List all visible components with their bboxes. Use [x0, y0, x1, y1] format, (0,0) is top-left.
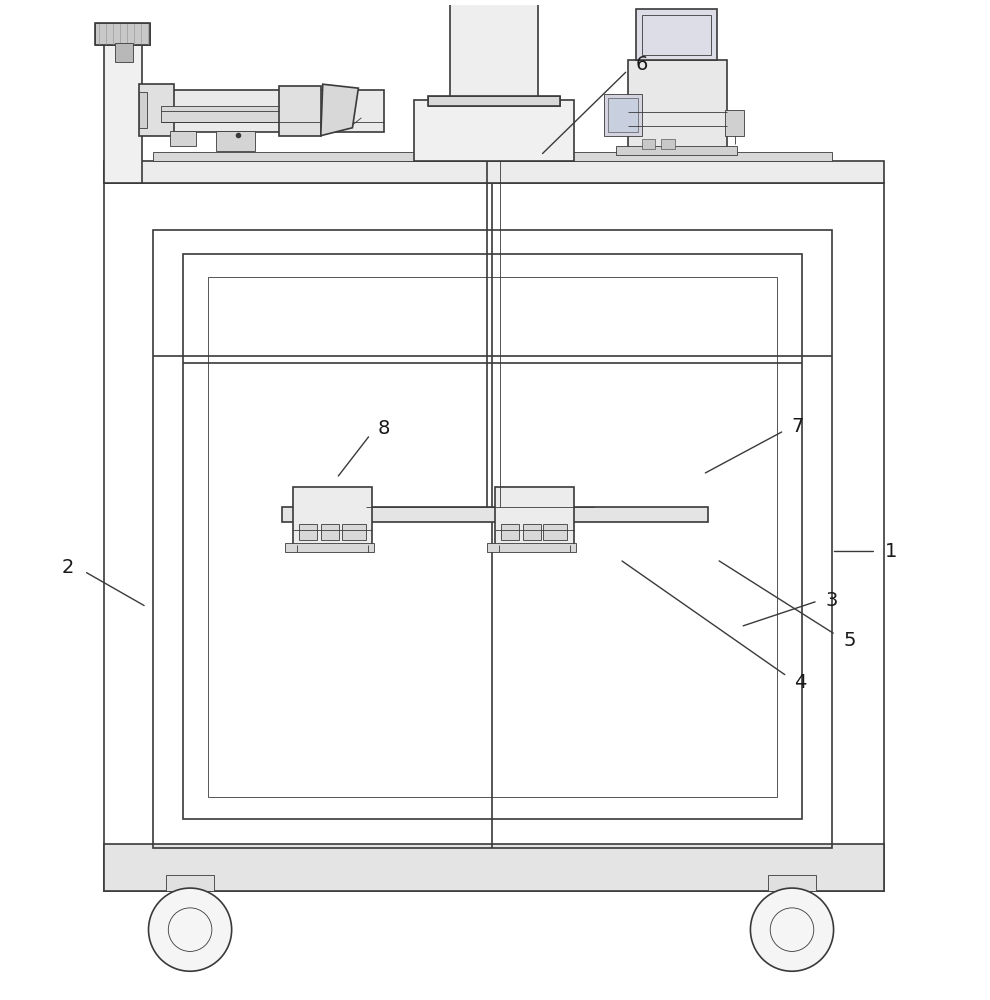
Bar	[170, 131, 196, 146]
Bar	[628, 60, 727, 150]
Bar	[642, 139, 655, 149]
Bar	[342, 524, 366, 540]
Bar	[321, 524, 339, 540]
Bar	[293, 487, 372, 545]
Bar	[104, 183, 884, 891]
Bar	[495, 487, 574, 545]
Bar	[216, 131, 255, 151]
Bar	[183, 254, 802, 819]
Bar	[104, 30, 142, 183]
Bar	[95, 23, 150, 45]
Bar	[299, 524, 317, 540]
Bar	[161, 90, 384, 132]
Bar	[428, 96, 560, 106]
Bar	[642, 15, 711, 54]
Bar	[523, 524, 541, 540]
Bar	[161, 106, 320, 122]
Bar	[104, 844, 884, 891]
Text: 7: 7	[792, 417, 804, 436]
Bar	[543, 524, 567, 540]
Bar	[153, 152, 832, 161]
Text: 3: 3	[826, 591, 838, 610]
Bar	[768, 875, 816, 891]
Bar	[115, 43, 133, 62]
Bar	[414, 100, 574, 161]
Bar	[95, 23, 150, 45]
Text: 5: 5	[843, 631, 855, 650]
Bar	[604, 94, 642, 136]
Bar	[608, 98, 638, 132]
Bar	[139, 84, 174, 136]
Bar	[428, 96, 560, 106]
Polygon shape	[321, 84, 358, 136]
Text: 6: 6	[636, 55, 647, 74]
Bar	[104, 161, 884, 183]
Bar	[208, 277, 777, 797]
Bar	[636, 9, 717, 60]
Circle shape	[148, 888, 232, 971]
Text: 2: 2	[61, 558, 73, 577]
Bar	[166, 875, 214, 891]
Bar	[282, 507, 708, 522]
Bar	[616, 146, 737, 155]
Bar	[661, 139, 675, 149]
Bar	[487, 543, 576, 552]
Bar	[279, 86, 321, 136]
Bar	[139, 92, 147, 128]
Bar	[285, 543, 374, 552]
Bar	[501, 524, 519, 540]
Bar	[153, 230, 832, 848]
Bar	[450, 0, 538, 100]
Bar	[725, 110, 744, 136]
Circle shape	[750, 888, 834, 971]
Text: 1: 1	[885, 542, 897, 561]
Text: 8: 8	[378, 419, 390, 438]
Text: 4: 4	[794, 673, 806, 692]
